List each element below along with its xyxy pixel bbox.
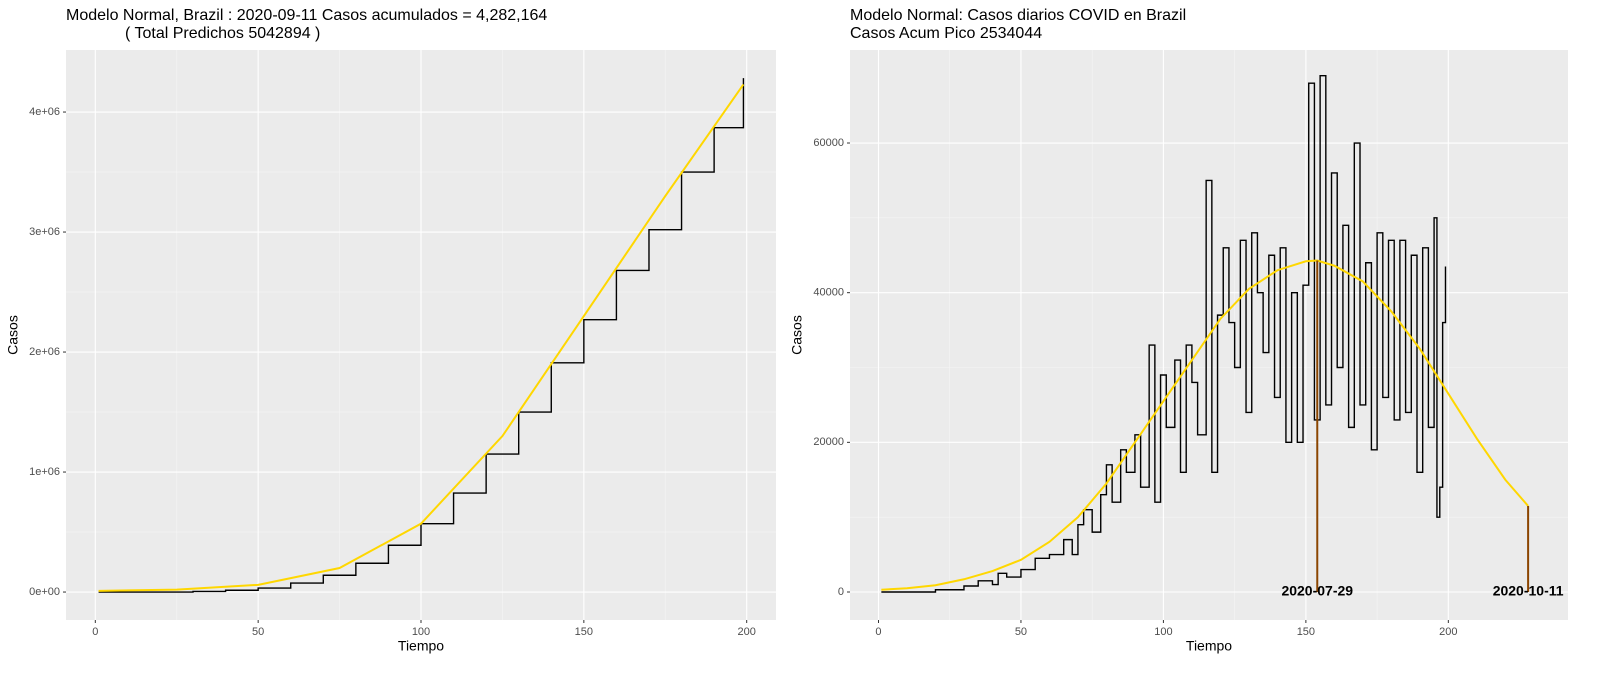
x-tick-label: 200 xyxy=(738,626,756,638)
y-tick-label: 4e+06 xyxy=(29,106,60,118)
y-axis-title: Casos xyxy=(5,315,21,355)
x-tick-label: 200 xyxy=(1439,626,1457,638)
x-axis-title: Tiempo xyxy=(398,638,444,654)
x-axis-title: Tiempo xyxy=(1186,638,1232,654)
data-line xyxy=(98,83,745,592)
data-line xyxy=(881,74,1447,593)
chart-subtitle: Casos Acum Pico 2534044 xyxy=(850,25,1042,42)
y-tick-label: 0 xyxy=(838,586,844,598)
chart-subtitle: ( Total Predichos 5042894 ) xyxy=(125,25,320,42)
chart-title: Modelo Normal, Brazil : 2020-09-11 Casos… xyxy=(66,7,547,24)
x-tick-label: 150 xyxy=(575,626,593,638)
chart-title: Modelo Normal: Casos diarios COVID en Br… xyxy=(850,7,1186,24)
y-tick-label: 40000 xyxy=(813,287,844,299)
y-tick-label: 2e+06 xyxy=(29,346,60,358)
y-tick-label: 60000 xyxy=(813,137,844,149)
y-tick-label: 20000 xyxy=(813,436,844,448)
data-line xyxy=(98,78,745,593)
marker-label: 2020-10-11 xyxy=(1493,583,1564,599)
x-tick-label: 0 xyxy=(92,626,98,638)
marker-label: 2020-07-29 xyxy=(1281,583,1353,599)
data-line xyxy=(881,259,1529,591)
x-tick-label: 100 xyxy=(1154,626,1172,638)
y-tick-label: 3e+06 xyxy=(29,226,60,238)
x-tick-label: 50 xyxy=(252,626,264,638)
x-tick-label: 0 xyxy=(875,626,881,638)
y-tick-label: 0e+00 xyxy=(29,586,60,598)
x-tick-label: 50 xyxy=(1015,626,1027,638)
y-axis-title: Casos xyxy=(789,315,805,355)
x-tick-label: 100 xyxy=(412,626,430,638)
x-tick-label: 150 xyxy=(1297,626,1315,638)
y-tick-label: 1e+06 xyxy=(29,466,60,478)
